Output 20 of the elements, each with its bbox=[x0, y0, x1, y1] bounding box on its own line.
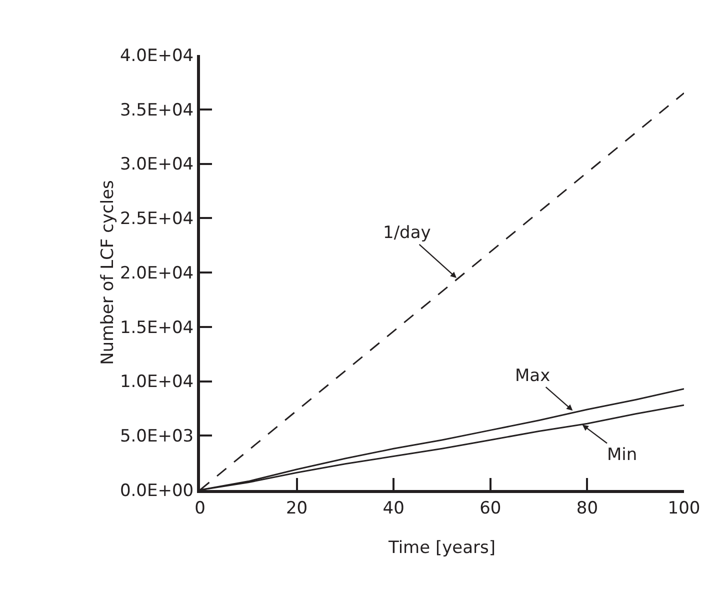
x-tick-label: 20 bbox=[286, 498, 308, 518]
y-axis-title: Number of LCF cycles bbox=[98, 180, 118, 365]
x-tick-label: 100 bbox=[668, 498, 700, 518]
x-tick-label: 80 bbox=[576, 498, 598, 518]
annotation: 1/day bbox=[383, 223, 431, 243]
annotation: Min bbox=[607, 445, 638, 465]
y-tick-label: 4.0E+04 bbox=[120, 46, 194, 66]
x-tick-label: 60 bbox=[480, 498, 502, 518]
y-tick-label: 5.0E+03 bbox=[120, 426, 194, 447]
y-tick-label: 2.0E+04 bbox=[120, 263, 194, 284]
y-tick-label: 1.0E+04 bbox=[120, 372, 194, 392]
y-tick-label: 3.0E+04 bbox=[120, 154, 194, 175]
x-tick-label: 0 bbox=[194, 498, 206, 518]
x-tick-label: 40 bbox=[382, 498, 404, 518]
x-axis-title: Time [years] bbox=[387, 538, 496, 558]
y-tick-label: 1.5E+04 bbox=[120, 318, 194, 338]
y-tick-label: 2.5E+04 bbox=[120, 209, 194, 230]
y-tick-label: 0.0E+00 bbox=[120, 480, 194, 501]
annotation: Max bbox=[515, 366, 550, 386]
y-tick-label: 3.5E+04 bbox=[120, 100, 194, 120]
